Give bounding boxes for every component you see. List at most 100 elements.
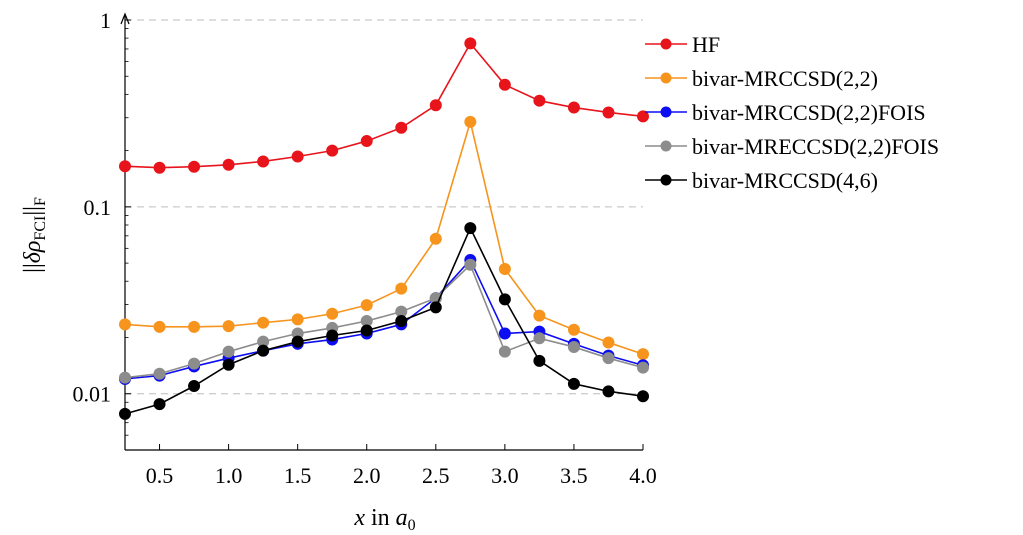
x-tick-label: 1.5 bbox=[284, 463, 312, 488]
data-point bbox=[222, 345, 235, 358]
data-point bbox=[637, 348, 649, 361]
series-line bbox=[124, 41, 644, 169]
data-point bbox=[602, 352, 615, 365]
series-4 bbox=[119, 258, 649, 384]
data-point bbox=[498, 327, 511, 340]
data-point bbox=[291, 150, 304, 163]
data-point bbox=[498, 263, 511, 276]
series-5 bbox=[119, 222, 649, 420]
data-point bbox=[326, 144, 339, 157]
legend-item-1: HF bbox=[645, 32, 720, 57]
legend-label: bivar-MRCCSD(4,6) bbox=[692, 168, 878, 193]
data-point bbox=[119, 371, 131, 384]
data-point bbox=[360, 324, 373, 337]
data-point bbox=[429, 301, 442, 314]
data-point bbox=[119, 407, 131, 420]
data-point bbox=[360, 299, 373, 312]
data-point bbox=[464, 115, 477, 128]
series-group bbox=[119, 37, 649, 420]
data-point bbox=[498, 78, 511, 91]
y-tick-label: 1 bbox=[100, 8, 111, 33]
series-line bbox=[124, 258, 644, 380]
data-point bbox=[637, 390, 649, 403]
data-point bbox=[153, 367, 166, 380]
data-point bbox=[637, 110, 649, 123]
data-point bbox=[498, 293, 511, 306]
data-point bbox=[153, 398, 166, 411]
data-point bbox=[257, 344, 270, 357]
series-line bbox=[124, 226, 644, 415]
data-point bbox=[533, 332, 546, 345]
data-point bbox=[222, 320, 235, 333]
data-point bbox=[602, 106, 615, 119]
legend-label: bivar-MRCCSD(2,2) bbox=[692, 66, 878, 91]
tick-labels: 0.5 1.0 1.5 2.0 2.5 3.0 3.5 4.0 0.01 0.1 1 bbox=[73, 8, 657, 488]
data-point bbox=[188, 320, 201, 333]
series-2 bbox=[119, 115, 649, 361]
x-tick-label: 3.5 bbox=[560, 463, 588, 488]
x-tick-label: 3.0 bbox=[491, 463, 519, 488]
data-point bbox=[637, 361, 649, 374]
series-1 bbox=[119, 37, 649, 174]
data-point bbox=[188, 357, 201, 370]
legend-marker bbox=[660, 38, 672, 50]
data-point bbox=[429, 232, 442, 245]
x-tick-label: 2.5 bbox=[422, 463, 450, 488]
data-point bbox=[188, 380, 201, 393]
data-point bbox=[464, 37, 477, 50]
data-point bbox=[257, 155, 270, 168]
legend-item-2: bivar-MRCCSD(2,2) bbox=[645, 66, 878, 91]
legend-marker bbox=[660, 140, 672, 152]
data-point bbox=[119, 318, 131, 331]
data-point bbox=[464, 222, 477, 235]
data-point bbox=[153, 320, 166, 333]
x-tick-label: 4.0 bbox=[629, 463, 657, 488]
data-point bbox=[119, 160, 131, 173]
legend-item-3: bivar-MRCCSD(2,2)FOIS bbox=[645, 100, 926, 125]
data-point bbox=[533, 309, 546, 322]
data-point bbox=[567, 323, 580, 336]
data-point bbox=[498, 345, 511, 358]
data-point bbox=[395, 282, 408, 295]
legend-label: bivar-MRECCSD(2,2)FOIS bbox=[692, 134, 939, 159]
legend-label: bivar-MRCCSD(2,2)FOIS bbox=[692, 100, 926, 125]
x-tick-label: 0.5 bbox=[146, 463, 174, 488]
legend-marker bbox=[660, 174, 672, 186]
y-tick-label: 0.1 bbox=[84, 195, 112, 220]
tick-marks bbox=[125, 19, 644, 451]
series-line bbox=[124, 263, 644, 379]
data-point bbox=[360, 135, 373, 148]
data-point bbox=[188, 160, 201, 173]
data-point bbox=[567, 101, 580, 114]
data-point bbox=[567, 377, 580, 390]
data-point bbox=[257, 316, 270, 329]
data-point bbox=[395, 121, 408, 134]
data-point bbox=[326, 329, 339, 342]
y-axis-title: ||δρFCI||F bbox=[20, 197, 49, 273]
legend-marker bbox=[660, 106, 672, 118]
data-point bbox=[602, 385, 615, 398]
data-point bbox=[395, 315, 408, 328]
legend-marker bbox=[660, 72, 672, 84]
legend-item-4: bivar-MRECCSD(2,2)FOIS bbox=[645, 134, 939, 159]
data-point bbox=[222, 158, 235, 171]
data-point bbox=[464, 258, 477, 271]
data-point bbox=[533, 94, 546, 107]
data-point bbox=[291, 313, 304, 326]
x-tick-label: 2.0 bbox=[353, 463, 381, 488]
y-axis-arrow bbox=[120, 12, 130, 25]
legend: HF bivar-MRCCSD(2,2) bivar-MRCCSD(2,2)FOIS… bbox=[645, 32, 939, 193]
series-line bbox=[124, 118, 644, 355]
data-point bbox=[326, 307, 339, 320]
legend-item-5: bivar-MRCCSD(4,6) bbox=[645, 168, 878, 193]
data-point bbox=[153, 161, 166, 174]
y-tick-label: 0.01 bbox=[73, 382, 112, 407]
data-point bbox=[429, 99, 442, 112]
data-point bbox=[567, 340, 580, 353]
x-tick-label: 1.0 bbox=[215, 463, 243, 488]
x-axis-title: x in a0 bbox=[353, 505, 415, 534]
grid-lines bbox=[125, 19, 643, 395]
data-point bbox=[222, 358, 235, 371]
data-point bbox=[602, 336, 615, 349]
